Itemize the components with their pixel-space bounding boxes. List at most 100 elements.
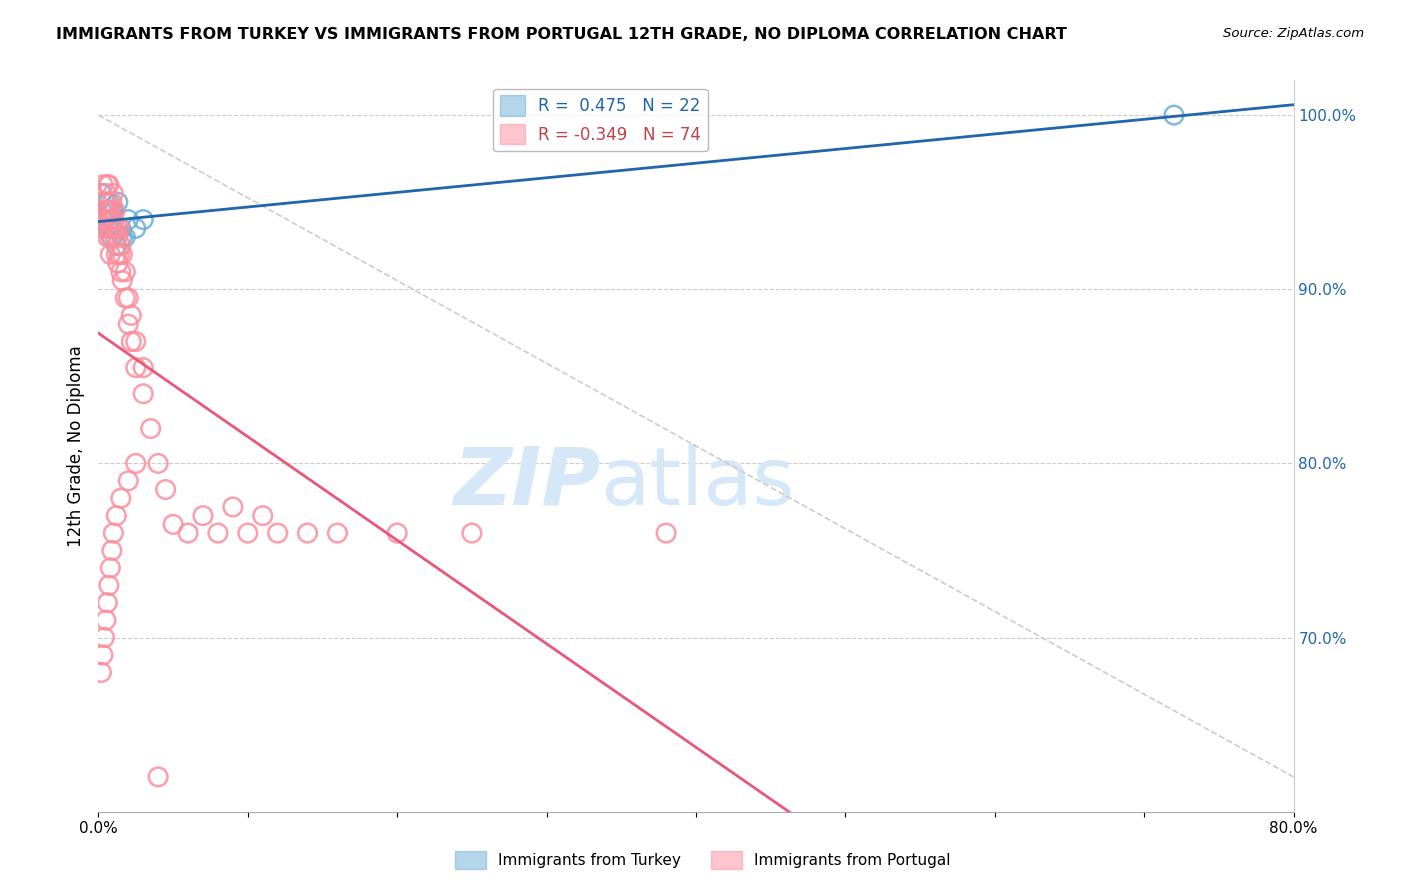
Point [107,256,129,270]
Point [100,221,122,235]
Point [132,212,155,227]
Point [104,203,127,218]
Point [94,203,117,218]
Point [385,526,409,541]
Point [1163,108,1185,122]
Point [93,195,115,210]
Point [125,360,148,375]
Point [207,526,229,541]
Text: ZIP: ZIP [453,443,600,522]
Point [94,613,117,627]
Point [125,457,148,471]
Point [148,457,170,471]
Point [96,203,118,218]
Point [117,291,139,305]
Point [110,238,132,252]
Point [120,309,142,323]
Point [97,178,120,192]
Point [101,212,124,227]
Point [114,230,136,244]
Point [103,212,125,227]
Point [162,517,184,532]
Point [93,203,115,218]
Y-axis label: 12th Grade, No Diploma: 12th Grade, No Diploma [66,345,84,547]
Point [103,203,125,218]
Text: atlas: atlas [600,443,794,522]
Point [105,508,128,523]
Point [103,221,125,235]
Point [111,247,134,261]
Point [91,178,114,192]
Point [97,203,120,218]
Point [326,526,349,541]
Point [90,212,112,227]
Point [252,508,274,523]
Point [655,526,678,541]
Point [90,665,112,680]
Point [100,230,122,244]
Point [461,526,484,541]
Point [117,212,139,227]
Point [125,334,148,349]
Point [97,195,120,210]
Point [97,203,120,218]
Text: IMMIGRANTS FROM TURKEY VS IMMIGRANTS FROM PORTUGAL 12TH GRADE, NO DIPLOMA CORREL: IMMIGRANTS FROM TURKEY VS IMMIGRANTS FRO… [56,27,1067,42]
Point [177,526,200,541]
Point [148,770,170,784]
Point [97,221,120,235]
Point [297,526,319,541]
Point [132,360,155,375]
Point [191,508,214,523]
Point [93,631,115,645]
Point [139,421,162,435]
Point [155,483,177,497]
Point [94,212,117,227]
Point [96,203,118,218]
Point [132,386,155,401]
Point [105,221,128,235]
Point [117,317,139,331]
Point [111,230,134,244]
Legend: R =  0.475   N = 22, R = -0.349   N = 74: R = 0.475 N = 22, R = -0.349 N = 74 [494,88,707,151]
Point [96,230,118,244]
Point [90,186,112,201]
Point [105,238,128,252]
Point [117,474,139,488]
Point [100,561,122,575]
Point [94,195,117,210]
Text: Source: ZipAtlas.com: Source: ZipAtlas.com [1223,27,1364,40]
Point [97,578,120,592]
Point [91,648,114,662]
Point [107,195,129,210]
Point [114,291,136,305]
Point [100,247,122,261]
Point [125,221,148,235]
Point [103,526,125,541]
Point [120,334,142,349]
Point [101,230,124,244]
Point [110,221,132,235]
Point [96,178,118,192]
Point [108,221,131,235]
Point [91,221,114,235]
Point [104,230,127,244]
Point [222,500,245,514]
Point [101,212,124,227]
Legend: Immigrants from Turkey, Immigrants from Portugal: Immigrants from Turkey, Immigrants from … [449,845,957,875]
Point [103,186,125,201]
Point [110,491,132,506]
Point [101,195,124,210]
Point [236,526,259,541]
Point [94,186,117,201]
Point [110,265,132,279]
Point [91,212,114,227]
Point [111,274,134,288]
Point [267,526,290,541]
Point [100,203,122,218]
Point [103,221,125,235]
Point [96,596,118,610]
Point [100,203,122,218]
Point [108,247,131,261]
Point [96,221,118,235]
Point [105,247,128,261]
